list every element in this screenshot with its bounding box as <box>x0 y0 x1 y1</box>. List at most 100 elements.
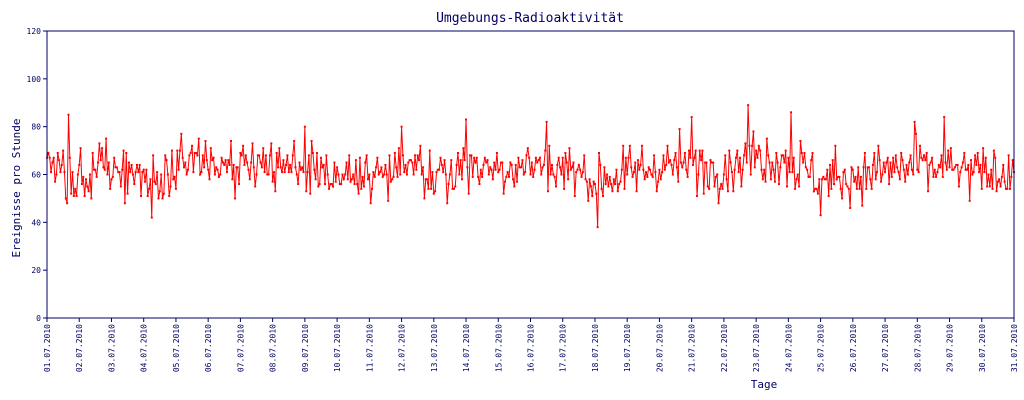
data-point <box>373 175 376 178</box>
data-point <box>534 156 537 159</box>
data-point <box>102 166 105 169</box>
data-point <box>478 183 481 186</box>
data-point <box>591 195 594 198</box>
data-point <box>258 154 261 157</box>
data-point <box>349 180 352 183</box>
data-point <box>506 171 509 174</box>
data-point <box>431 171 434 174</box>
data-point <box>414 154 416 157</box>
data-point <box>729 161 732 164</box>
data-point <box>217 175 220 178</box>
data-point <box>638 168 641 171</box>
data-point <box>820 178 823 181</box>
data-point <box>502 192 505 195</box>
y-tick-label: 120 <box>27 27 42 36</box>
data-point <box>416 154 419 157</box>
data-point <box>446 202 449 205</box>
data-point <box>165 159 168 162</box>
data-point <box>564 151 567 154</box>
data-point <box>509 161 512 164</box>
data-point <box>333 161 336 164</box>
data-point <box>965 168 968 171</box>
data-point <box>694 149 697 152</box>
data-point <box>670 163 673 166</box>
data-point <box>510 163 513 166</box>
data-point <box>235 166 238 169</box>
data-point <box>681 166 684 169</box>
data-point <box>232 163 235 166</box>
data-point <box>50 171 53 174</box>
x-tick-label: 27.07.2010 <box>881 324 890 372</box>
data-point <box>517 156 520 159</box>
data-point <box>759 149 762 152</box>
data-point <box>963 151 966 154</box>
data-point <box>266 173 269 176</box>
x-tick-label: 08.07.2010 <box>269 324 278 372</box>
data-point <box>786 185 789 188</box>
data-point <box>282 159 285 162</box>
data-point <box>976 151 979 154</box>
data-point <box>409 159 412 162</box>
data-point <box>845 183 848 186</box>
data-point <box>584 178 587 181</box>
data-point <box>690 116 693 119</box>
data-point <box>64 197 67 200</box>
data-point <box>176 149 179 152</box>
data-point <box>725 178 728 181</box>
data-point <box>110 178 113 181</box>
data-point <box>686 175 689 178</box>
data-point <box>438 168 441 171</box>
data-point <box>463 159 466 162</box>
data-point <box>461 178 463 181</box>
data-point <box>274 190 277 193</box>
data-point <box>322 163 325 166</box>
data-point <box>70 192 73 195</box>
data-point <box>154 183 157 186</box>
data-point <box>816 192 819 195</box>
data-point <box>391 178 394 181</box>
data-point <box>412 173 415 176</box>
data-point <box>195 151 198 154</box>
data-point <box>787 156 790 159</box>
data-point <box>592 180 595 183</box>
data-point <box>444 173 447 176</box>
data-point <box>643 178 646 181</box>
data-point <box>737 171 740 174</box>
data-point <box>675 166 678 169</box>
data-point <box>330 183 333 186</box>
data-point <box>341 173 344 176</box>
data-point <box>238 183 241 186</box>
data-point <box>311 151 314 154</box>
data-point <box>493 161 496 164</box>
data-point <box>808 175 811 178</box>
data-point <box>298 161 301 164</box>
data-point <box>936 171 939 174</box>
data-point <box>939 166 942 169</box>
data-point <box>345 161 348 164</box>
data-point <box>765 137 768 140</box>
data-point <box>987 173 990 176</box>
data-point <box>744 142 747 145</box>
data-point <box>803 151 806 154</box>
data-point <box>751 144 754 147</box>
data-point <box>148 187 151 190</box>
data-point <box>200 171 203 174</box>
data-point <box>996 180 999 183</box>
data-point <box>542 163 545 166</box>
data-point <box>697 173 700 176</box>
data-point <box>164 154 167 157</box>
x-tick-label: 03.07.2010 <box>107 324 116 372</box>
data-point <box>559 166 562 169</box>
data-point <box>90 197 93 200</box>
data-point <box>481 175 484 178</box>
data-point <box>889 161 892 164</box>
data-point <box>193 151 196 154</box>
x-tick-label: 02.07.2010 <box>75 324 84 372</box>
data-point <box>955 163 958 166</box>
data-point <box>259 161 262 164</box>
data-point <box>428 149 431 152</box>
data-point <box>635 190 638 193</box>
x-tick-label: 18.07.2010 <box>591 324 600 372</box>
data-point <box>610 183 613 186</box>
data-point <box>713 185 716 188</box>
